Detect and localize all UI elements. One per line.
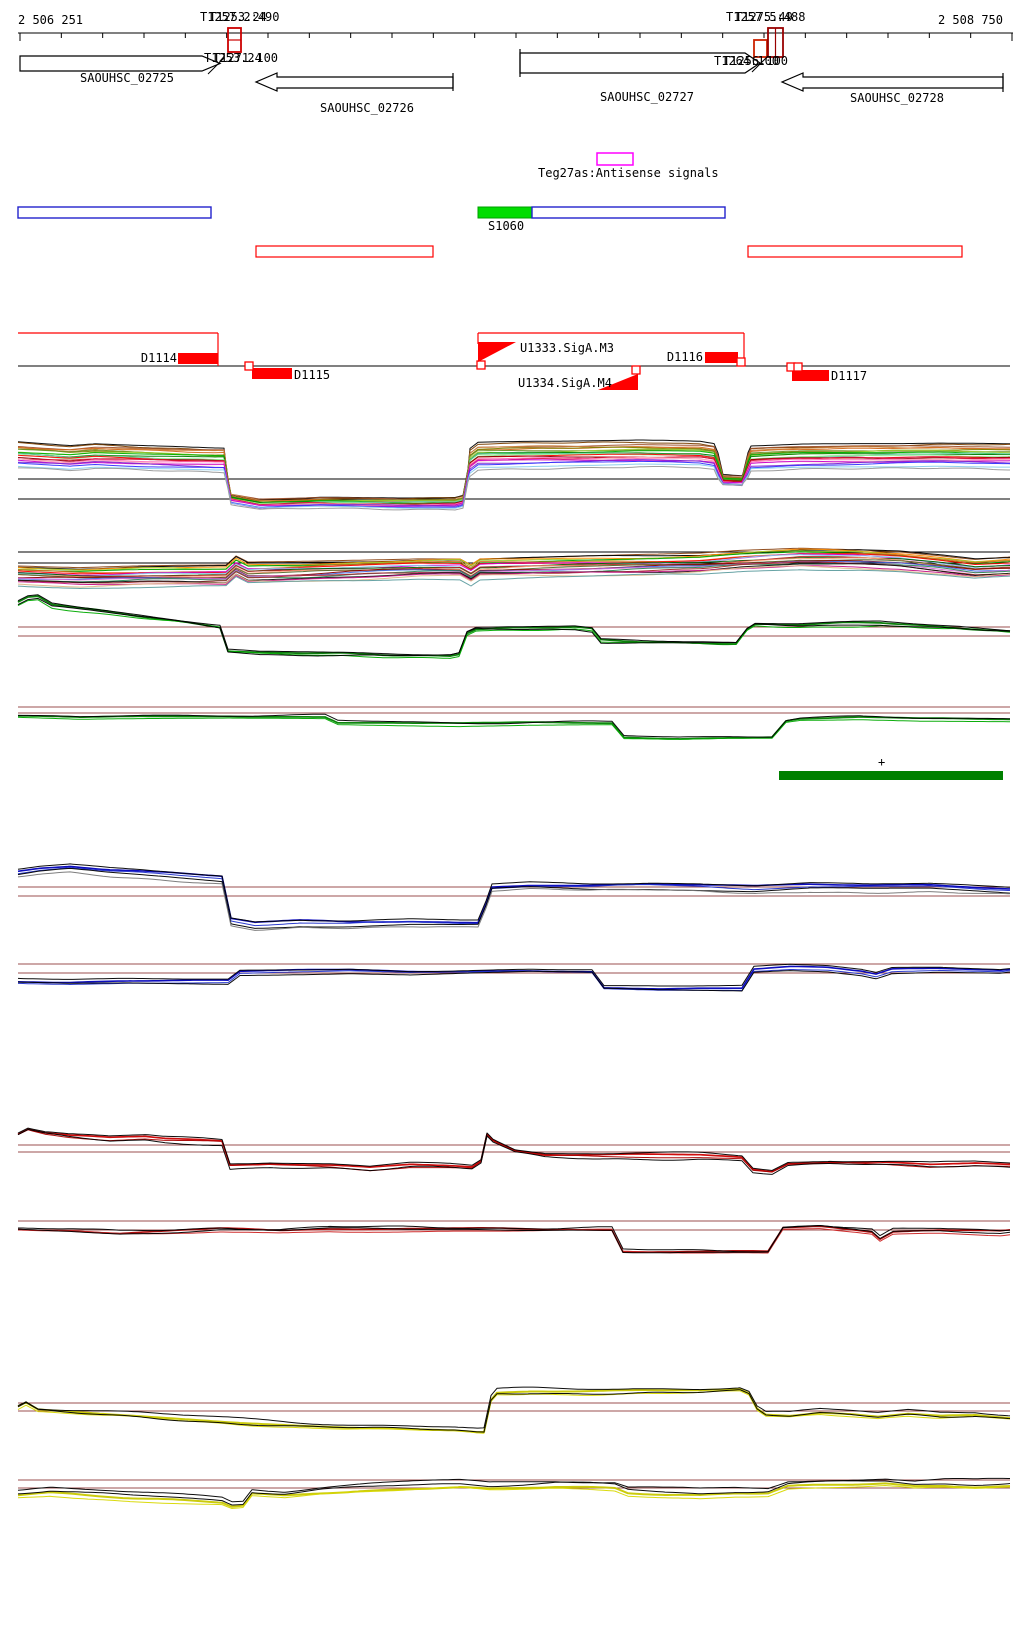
expression-series-line	[17, 1390, 1011, 1434]
expression-series-line	[17, 594, 1011, 656]
expression-series-line	[17, 463, 1010, 509]
transcript-label: T1253.24	[209, 10, 267, 24]
transcript-label: T1257.5:488	[726, 10, 806, 24]
gene-arrow	[19, 55, 222, 72]
expression-series-line	[17, 1482, 1011, 1508]
feature-open-square	[793, 362, 803, 372]
expression-series-line	[17, 548, 1011, 571]
sigma-promoter-label: U1333.SigA.M3	[520, 341, 614, 355]
feature-open-square	[476, 360, 486, 370]
expression-series-line	[17, 1225, 1011, 1254]
expression-series-line	[17, 569, 1011, 589]
gene-label: SAOUHSC_02726	[320, 101, 414, 115]
expression-series-line	[17, 863, 1011, 923]
expression-series-line	[18, 466, 1010, 511]
ruler-end-coordinate: 2 508 750	[937, 13, 1003, 27]
probe-outline-box	[747, 245, 963, 258]
expression-series-line	[17, 446, 1010, 503]
expression-series-line	[17, 450, 1011, 504]
expression-series-line	[18, 713, 1010, 738]
expression-series-line	[17, 563, 1011, 584]
expression-series-line	[18, 1225, 1011, 1253]
transcript-label: T1271.100	[213, 51, 279, 65]
expression-series-line	[17, 865, 1010, 924]
expression-series-line	[17, 445, 1010, 502]
segment-s1060-label: S1060	[488, 219, 525, 233]
expression-series-line	[17, 1386, 1011, 1429]
expression-series-line	[17, 549, 1011, 570]
feature-open-square	[631, 365, 641, 375]
expression-series-line	[17, 557, 1010, 579]
expression-series-line	[17, 565, 1011, 588]
antisense-box	[596, 152, 634, 166]
d-feature-label: D1114	[140, 351, 177, 365]
expression-series-line	[18, 550, 1011, 571]
expression-series-line	[17, 1228, 1011, 1254]
antisense-track-label: Teg27as:Antisense signals	[538, 166, 719, 180]
expression-series-line	[17, 970, 1011, 992]
expression-series-line	[17, 871, 1011, 931]
expression-series-line	[17, 453, 1010, 505]
expression-series-line	[17, 457, 1010, 507]
ruler-start-coordinate: 2 506 251	[18, 13, 84, 27]
transcript-label: T1256.100	[723, 54, 789, 68]
segment-bar-green-s1060	[477, 206, 533, 219]
sigma-promoter-wedge	[598, 374, 638, 390]
d-feature-rect	[792, 370, 829, 381]
axis-feature-box	[753, 39, 768, 58]
expression-series-line	[17, 459, 1010, 509]
feature-open-square	[736, 357, 746, 367]
expression-series-line	[17, 1129, 1011, 1173]
gene-label: SAOUHSC_02725	[80, 71, 174, 85]
sigma-promoter-label: U1334.SigA.M4	[518, 376, 612, 390]
gene-leader-line	[207, 57, 225, 75]
gene-label: SAOUHSC_02727	[600, 90, 694, 104]
gene-arrow	[780, 72, 1004, 92]
transcript-label: T1264.100	[714, 54, 780, 68]
expression-series-line	[17, 459, 1011, 507]
strand-bar-green	[779, 771, 1003, 780]
d-feature-label: D1117	[831, 369, 868, 383]
expression-series-line	[17, 714, 1010, 740]
expression-series-line	[17, 595, 1011, 657]
d-feature-rect	[705, 352, 738, 363]
segment-bar-blue	[531, 206, 726, 219]
gene-arrow	[254, 72, 454, 92]
transcript-label: T1275.49	[735, 10, 793, 24]
expression-series-line	[17, 451, 1010, 504]
segment-bar-blue	[17, 206, 212, 219]
expression-series-line	[17, 560, 1010, 579]
expression-series-line	[17, 460, 1011, 508]
expression-series-line	[17, 553, 1011, 576]
feature-open-square	[244, 361, 254, 371]
expression-series-line	[17, 963, 1011, 987]
sigma-promoter-wedge	[478, 342, 516, 362]
transcript-label: T1253.24	[204, 51, 262, 65]
expression-series-line	[17, 556, 1011, 578]
expression-series-line	[17, 1485, 1011, 1509]
d-feature-label: D1116	[666, 350, 703, 364]
expression-series-line	[17, 439, 1011, 501]
expression-series-line	[17, 716, 1010, 740]
gene-leader-line	[751, 55, 769, 73]
d-feature-label: D1115	[294, 368, 331, 382]
expression-series-line	[17, 1477, 1010, 1503]
expression-series-line	[17, 565, 1011, 586]
plus-strand-marker: +	[878, 755, 886, 769]
d-feature-rect	[252, 368, 292, 379]
expression-series-line	[17, 597, 1011, 657]
gene-label: SAOUHSC_02728	[850, 91, 944, 105]
expression-series-line	[17, 1128, 1011, 1175]
expression-series-line	[17, 1127, 1011, 1171]
expression-series-line	[17, 1128, 1011, 1173]
d-feature-rect	[178, 353, 218, 364]
expression-series-line	[17, 867, 1011, 929]
expression-series-line	[17, 1389, 1011, 1433]
transcript-label: T1257.2:490	[200, 10, 280, 24]
probe-outline-box	[255, 245, 434, 258]
